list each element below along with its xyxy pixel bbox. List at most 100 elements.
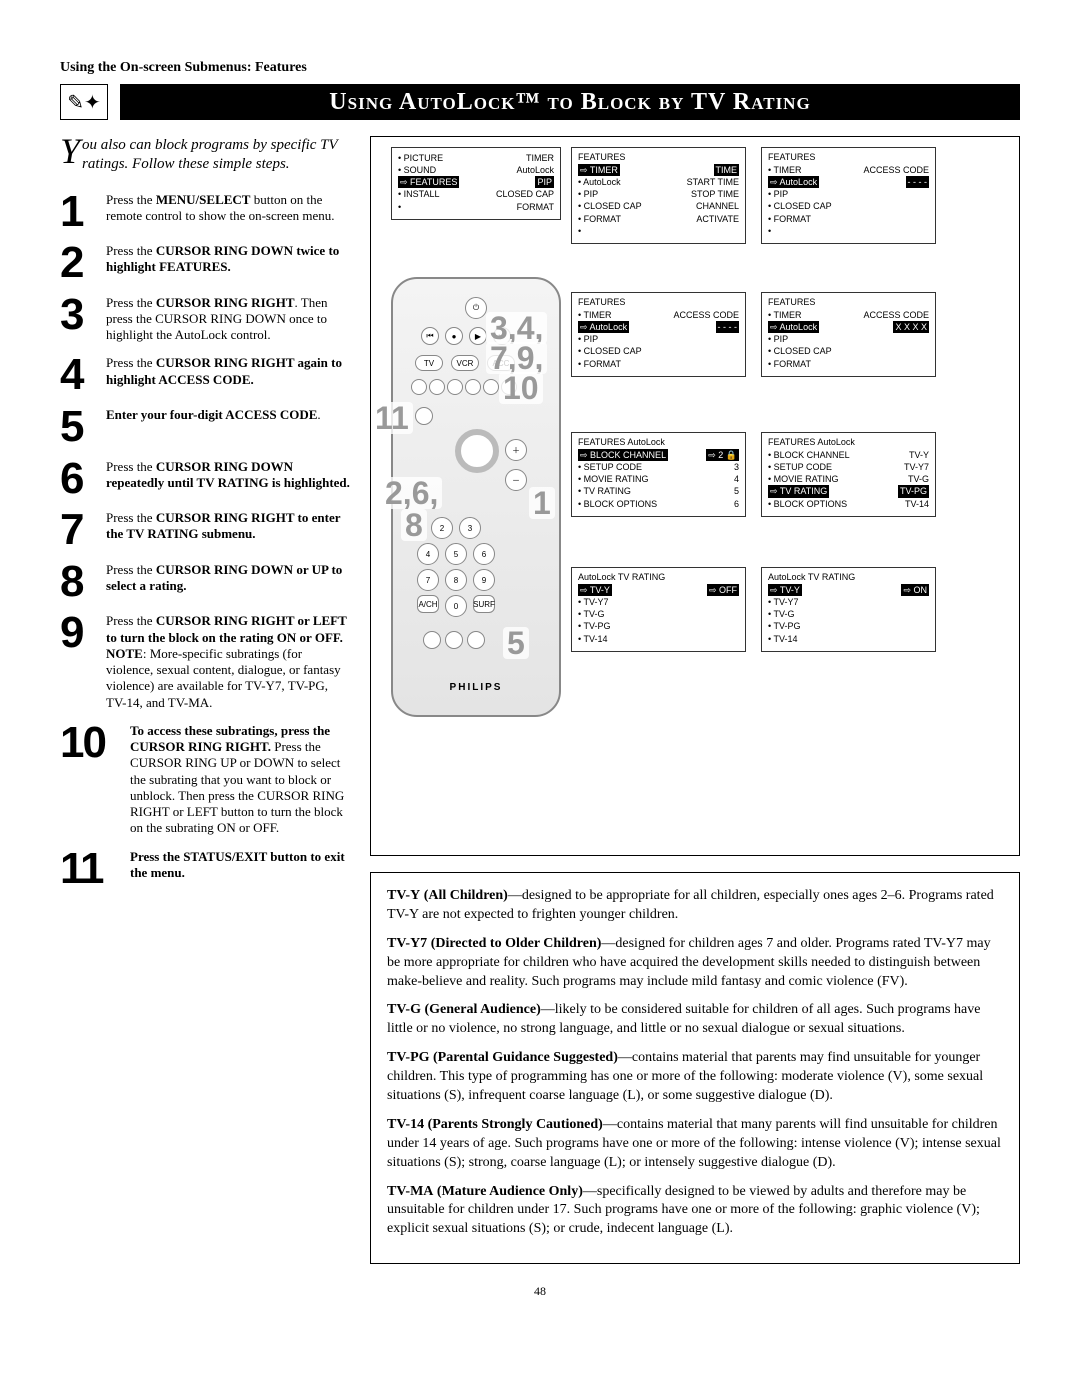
menu-value: ACCESS CODE bbox=[863, 164, 929, 176]
menu-label: BLOCK CHANNEL bbox=[768, 449, 850, 461]
menu-row: TIMERACCESS CODE bbox=[768, 309, 929, 321]
callout: 1 bbox=[529, 487, 555, 519]
menu-value: PIP bbox=[535, 176, 554, 188]
menu-row: BLOCK CHANNEL TV-Y bbox=[768, 449, 929, 461]
menu-row: FORMAT bbox=[398, 201, 554, 213]
menu-row: FORMAT bbox=[768, 358, 929, 370]
step-number: 9 bbox=[60, 613, 94, 653]
menu-label: TV-Y7 bbox=[768, 596, 799, 608]
menu-value: TIME bbox=[714, 164, 740, 176]
steps-list: 1Press the MENU/SELECT button on the rem… bbox=[60, 192, 350, 889]
step-3: 3Press the CURSOR RING RIGHT. Then press… bbox=[60, 295, 350, 344]
menu-m4: FEATURESTIMERACCESS CODEAutoLock- - - -P… bbox=[571, 292, 746, 377]
menu-row: PIPSTOP TIME bbox=[578, 188, 739, 200]
menu-label: PIP bbox=[768, 188, 788, 200]
menu-value: TV-Y7 bbox=[904, 461, 929, 473]
menu-row: BLOCK OPTIONSTV-14 bbox=[768, 498, 929, 510]
step-number: 1 bbox=[60, 192, 94, 232]
step-number: 11 bbox=[60, 849, 118, 889]
menu-row: PICTURETIMER bbox=[398, 152, 554, 164]
menu-label: MOVIE RATING bbox=[578, 473, 649, 485]
menu-row: CLOSED CAP bbox=[768, 345, 929, 357]
menu-value: 6 bbox=[734, 498, 739, 510]
step-text: Press the CURSOR RING RIGHT. Then press … bbox=[106, 295, 350, 344]
menu-label: AutoLock bbox=[578, 321, 629, 333]
menu-row: MOVIE RATING 4 bbox=[578, 473, 739, 485]
remote-button: A/CH bbox=[417, 595, 439, 613]
menu-row: TIMERACCESS CODE bbox=[578, 309, 739, 321]
menu-label: TIMER bbox=[768, 309, 802, 321]
menu-row: TV-Y7 bbox=[578, 596, 739, 608]
menu-label: SETUP CODE bbox=[578, 461, 642, 473]
menu-label: BLOCK OPTIONS bbox=[578, 498, 657, 510]
menu-header: FEATURES bbox=[578, 297, 739, 307]
menu-value: TV-PG bbox=[898, 485, 929, 497]
menu-row: CLOSED CAPCHANNEL bbox=[578, 200, 739, 212]
menu-label: TV-14 bbox=[578, 633, 608, 645]
page-number: 48 bbox=[60, 1284, 1020, 1299]
remote-figure: PHILIPS ⏻⏮●▶⏭TVVCRACC＋－23456789A/CH0SURF… bbox=[370, 136, 1020, 856]
remote-button bbox=[411, 379, 427, 395]
menu-row: SETUP CODE3 bbox=[578, 461, 739, 473]
step-text: Press the CURSOR RING RIGHT to enter the… bbox=[106, 510, 350, 543]
menu-row: PIP bbox=[578, 333, 739, 345]
menu-header: AutoLock TV RATING bbox=[578, 572, 739, 582]
menu-label: TV RATING bbox=[768, 485, 829, 497]
step-number: 8 bbox=[60, 562, 94, 602]
menu-row: FORMAT bbox=[578, 358, 739, 370]
menu-label: AutoLock bbox=[768, 176, 819, 188]
menu-row: SETUP CODE TV-Y7 bbox=[768, 461, 929, 473]
remote-button: － bbox=[505, 469, 527, 491]
title-icon: ✎✦ bbox=[60, 84, 108, 120]
menu-m7: FEATURES AutoLockBLOCK CHANNELTV-YSETUP … bbox=[761, 432, 936, 517]
menu-m3: FEATURESTIMERACCESS CODEAutoLock- - - -P… bbox=[761, 147, 936, 244]
breadcrumb: Using the On-screen Submenus: Features bbox=[60, 60, 1020, 76]
menu-row: SOUNDAutoLock bbox=[398, 164, 554, 176]
rating-desc: TV-Y7 (Directed to Older Children)—desig… bbox=[387, 935, 1003, 992]
menu-row: TV-PG bbox=[768, 620, 929, 632]
remote-button bbox=[447, 379, 463, 395]
menu-value: 4 bbox=[734, 473, 739, 485]
menu-label: TIMER bbox=[578, 164, 620, 176]
step-number: 4 bbox=[60, 355, 94, 395]
menu-row: TV RATING TV-PG bbox=[768, 485, 929, 497]
step-number: 7 bbox=[60, 510, 94, 550]
menu-value: ⇨ 2 🔒 bbox=[706, 449, 739, 461]
menu-value: - - - - bbox=[906, 176, 930, 188]
menu-label: TV-G bbox=[768, 608, 795, 620]
callout: 2,6, bbox=[381, 477, 442, 509]
menu-row: TIMER TIME bbox=[578, 164, 739, 176]
menu-label: FORMAT bbox=[578, 213, 621, 225]
menu-label: INSTALL bbox=[398, 188, 440, 200]
step-text: Press the CURSOR RING DOWN or UP to sele… bbox=[106, 562, 350, 595]
menu-label: MOVIE RATING bbox=[768, 473, 839, 485]
menu-row: PIP bbox=[768, 188, 929, 200]
menu-label: PICTURE bbox=[398, 152, 443, 164]
callout: 11 bbox=[371, 402, 413, 434]
drop-cap: Y bbox=[60, 136, 80, 167]
menu-row: TIMER ACCESS CODE bbox=[768, 164, 929, 176]
menu-m2: FEATURESTIMERTIMEAutoLockSTART TIMEPIPST… bbox=[571, 147, 746, 244]
step-11: 11 Press the STATUS/EXIT button to exit t… bbox=[60, 849, 350, 889]
step-text: Press the STATUS/EXIT button to exit the… bbox=[130, 849, 350, 882]
menu-label: TIMER bbox=[768, 164, 802, 176]
menu-label: SETUP CODE bbox=[768, 461, 832, 473]
step-10: 10To access these subratings, press the … bbox=[60, 723, 350, 837]
menu-label: TV-G bbox=[578, 608, 605, 620]
step-1: 1Press the MENU/SELECT button on the rem… bbox=[60, 192, 350, 232]
step-4: 4Press the CURSOR RING RIGHT again to hi… bbox=[60, 355, 350, 395]
rating-desc: TV-Y (All Children)—designed to be appro… bbox=[387, 887, 1003, 925]
remote-button: ＋ bbox=[505, 439, 527, 461]
menu-value: TV-Y bbox=[909, 449, 929, 461]
menu-label: TV-Y7 bbox=[578, 596, 609, 608]
remote-brand: PHILIPS bbox=[393, 682, 559, 693]
menu-label: TV-14 bbox=[768, 633, 798, 645]
page-title: Using AutoLock™ to Block by TV Rating bbox=[120, 84, 1020, 120]
menu-value: TV-G bbox=[908, 473, 929, 485]
rating-desc: TV-MA (Mature Audience Only)—specificall… bbox=[387, 1183, 1003, 1240]
menu-row: TV-Y7 bbox=[768, 596, 929, 608]
menu-value: ACTIVATE bbox=[696, 213, 739, 225]
menu-m9: AutoLock TV RATINGTV-Y⇨ ONTV-Y7TV-GTV-PG… bbox=[761, 567, 936, 652]
menu-label: TV-PG bbox=[578, 620, 611, 632]
step-number: 10 bbox=[60, 723, 118, 763]
